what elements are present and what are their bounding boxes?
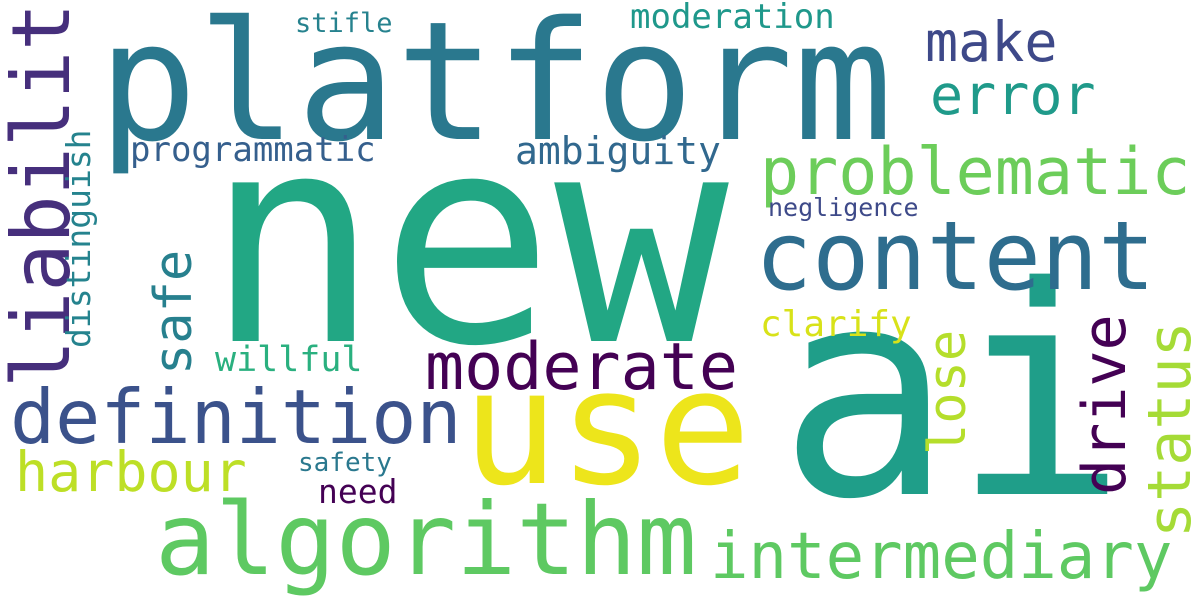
word-negligence: negligence [768, 193, 919, 222]
word-lose: lose [918, 329, 978, 455]
word-distinguish: distinguish [59, 129, 98, 348]
word-content: content [755, 202, 1156, 312]
word-intermediary: intermediary [710, 520, 1173, 594]
word-definition: definition [10, 373, 462, 461]
word-stifle: stifle [295, 8, 393, 39]
word-clarify: clarify [760, 304, 912, 345]
word-drive: drive [1070, 314, 1140, 495]
word-moderate: moderate [425, 330, 739, 405]
word-ambiguity: ambiguity [515, 129, 721, 173]
word-problematic: problematic [760, 135, 1191, 210]
word-moderation: moderation [630, 0, 835, 37]
word-safe: safe [144, 249, 204, 375]
word-willful: willful [215, 340, 363, 380]
word-use: use [462, 334, 751, 521]
word-need: need [318, 472, 398, 511]
word-ai: ai [778, 226, 1128, 563]
word-safety: safety [298, 448, 392, 478]
word-make: make [925, 10, 1058, 74]
word-harbour: harbour [15, 440, 247, 504]
word-error: error [930, 63, 1096, 127]
word-platform: platform [98, 0, 893, 178]
word-status: status [1135, 321, 1200, 538]
word-algorithm: algorithm [155, 481, 697, 598]
word-programmatic: programmatic [130, 130, 376, 170]
word-new: new [205, 73, 729, 410]
